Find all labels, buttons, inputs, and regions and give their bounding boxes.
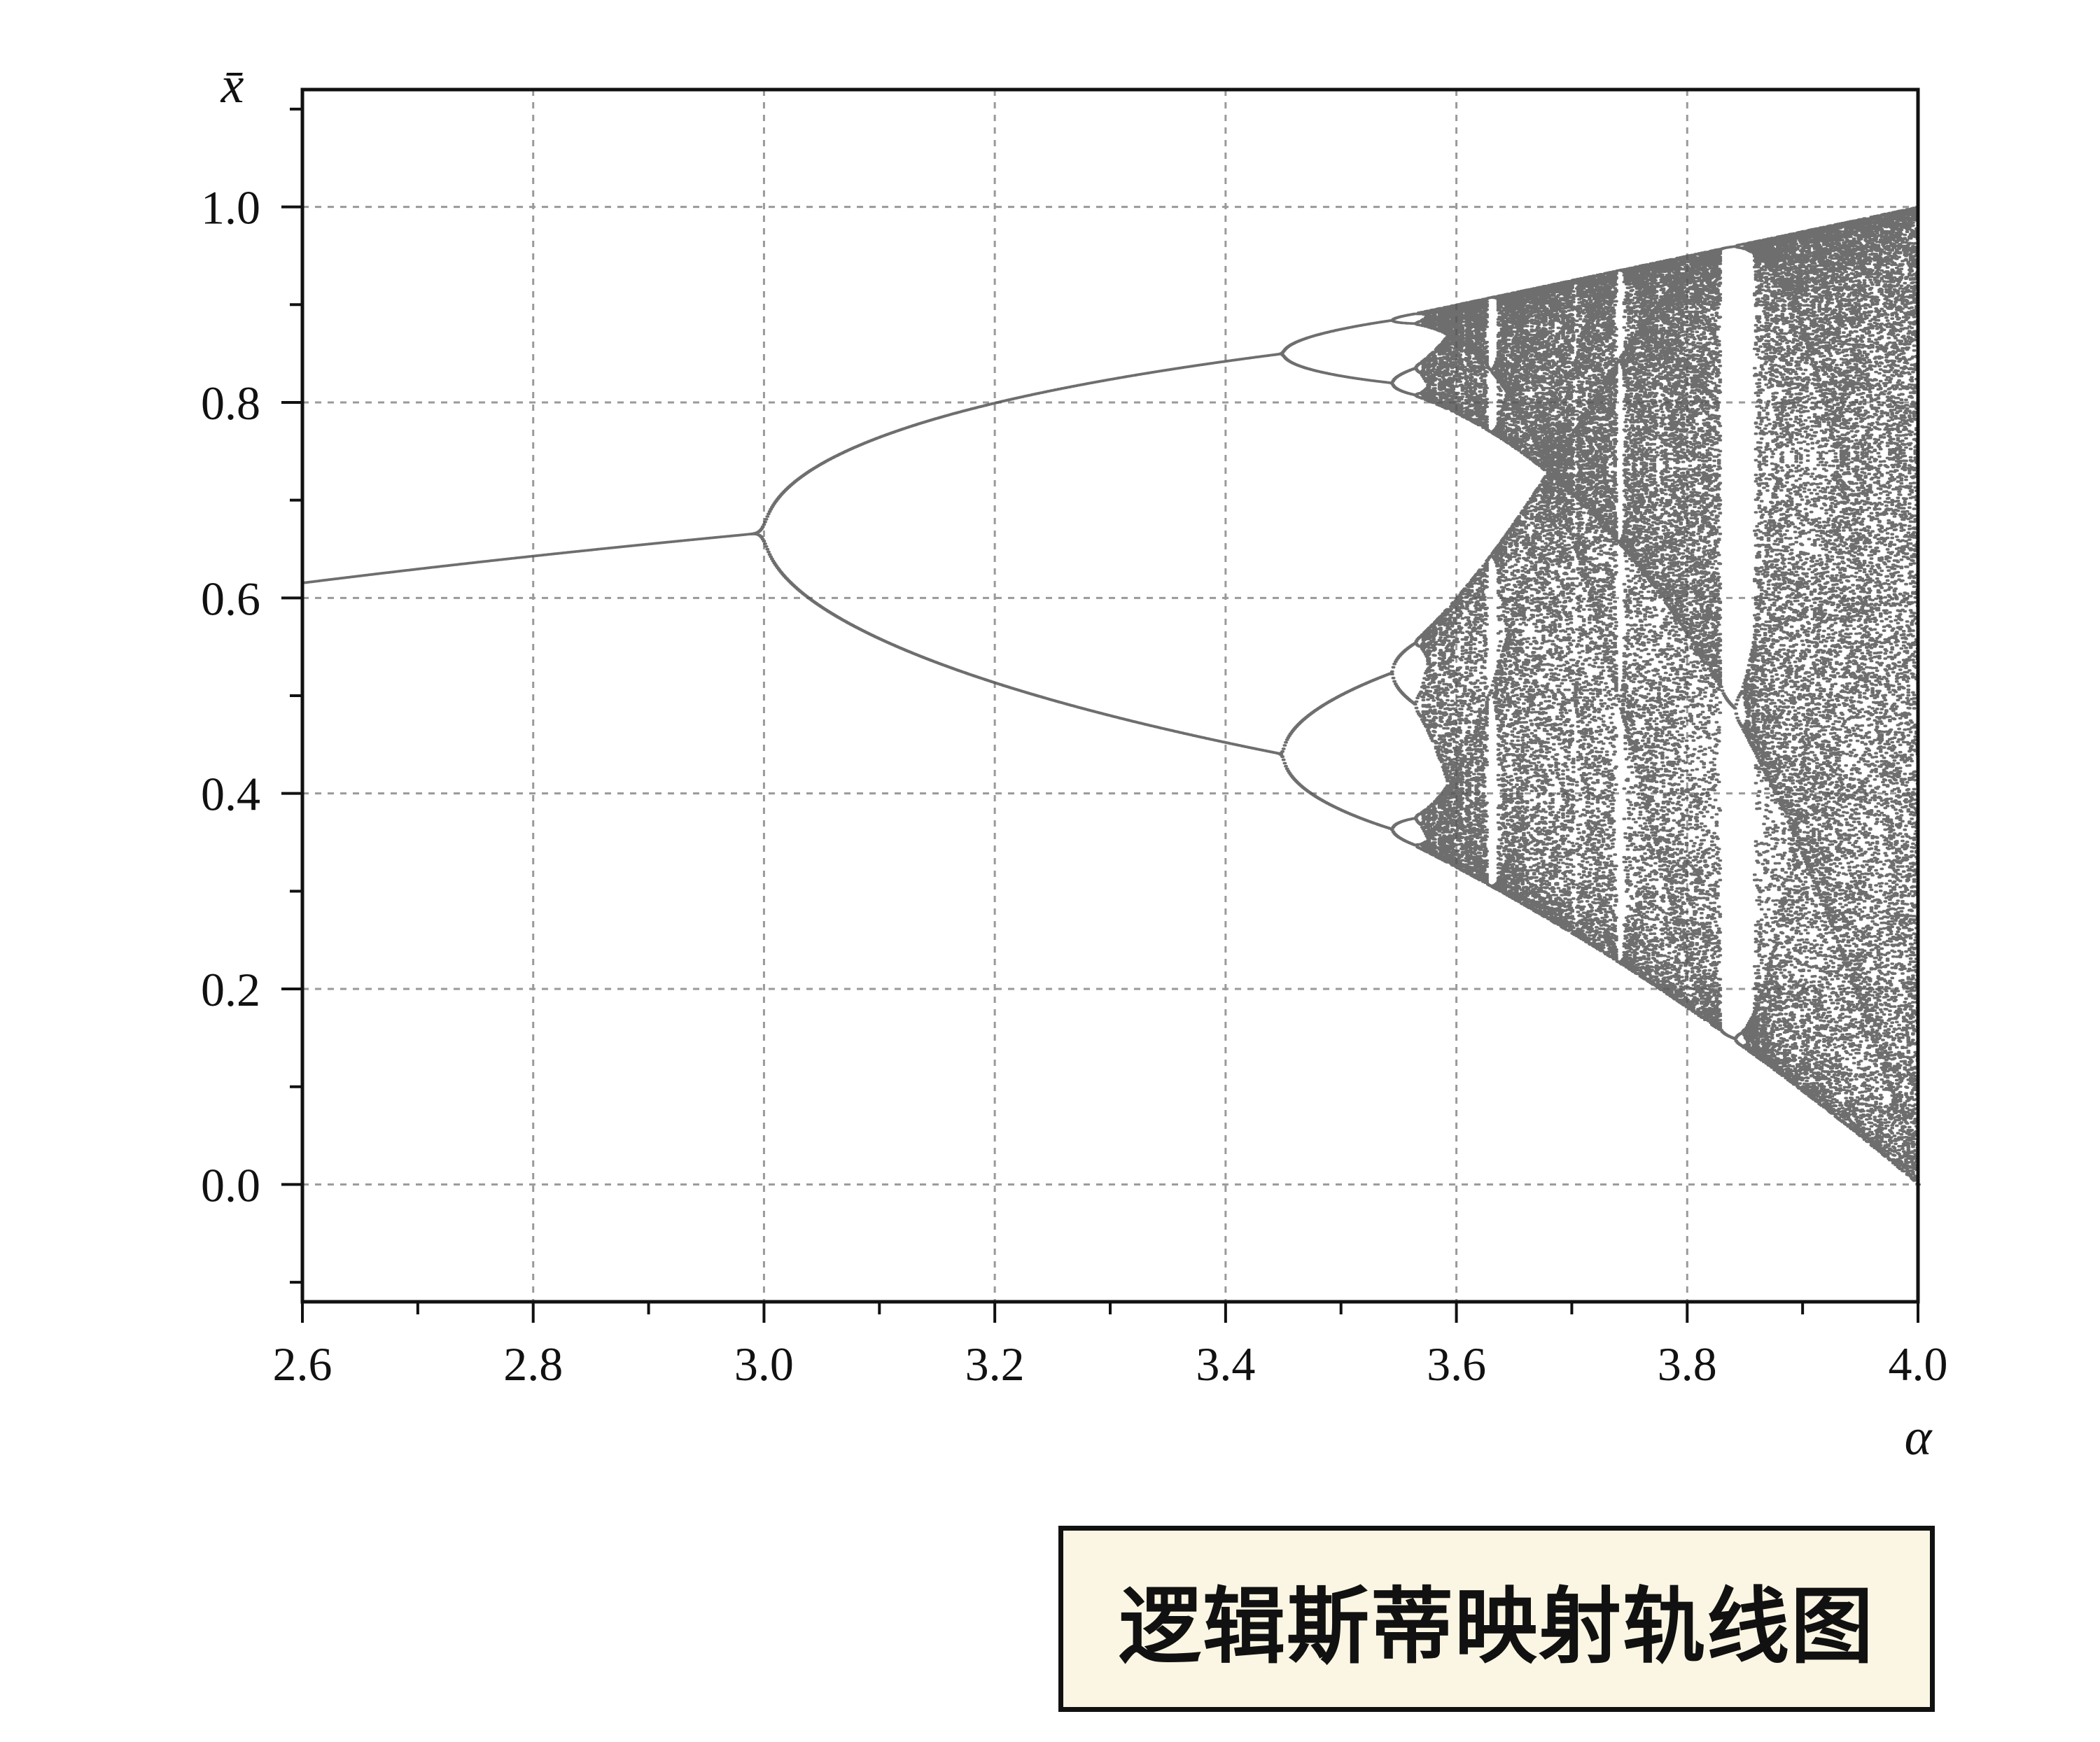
x-tick-label: 2.8 [503, 1337, 563, 1391]
caption-text: 逻辑斯蒂映射轨线图 [1118, 1578, 1875, 1675]
y-tick-label: 0.6 [201, 572, 260, 625]
y-tick-label: 0.0 [201, 1158, 260, 1211]
bifurcation-points [301, 206, 1921, 1186]
axis-ticks [281, 107, 1919, 1323]
bifurcation-scatter [301, 206, 1921, 1186]
x-tick-label: 3.8 [1658, 1337, 1717, 1391]
x-tick-label: 3.0 [734, 1337, 794, 1391]
y-tick-labels: 0.0 0.2 0.4 0.6 0.8 1.0 [201, 181, 260, 1212]
caption-box: 逻辑斯蒂映射轨线图 [1058, 1526, 1935, 1712]
x-axis-label: α [1905, 1409, 1933, 1466]
x-tick-label: 3.2 [965, 1337, 1025, 1391]
y-tick-label: 1.0 [201, 181, 260, 234]
x-tick-label: 2.6 [273, 1337, 332, 1391]
x-tick-label: 3.4 [1196, 1337, 1255, 1391]
y-tick-label: 0.2 [201, 963, 260, 1016]
y-axis-label: x̄ [220, 57, 244, 114]
y-tick-label: 0.4 [201, 768, 260, 821]
y-tick-label: 0.8 [201, 377, 260, 430]
x-tick-label: 3.6 [1427, 1337, 1486, 1391]
x-tick-labels: 2.6 2.8 3.0 3.2 3.4 3.6 3.8 4.0 [273, 1337, 1948, 1391]
x-tick-label: 4.0 [1889, 1337, 1948, 1391]
